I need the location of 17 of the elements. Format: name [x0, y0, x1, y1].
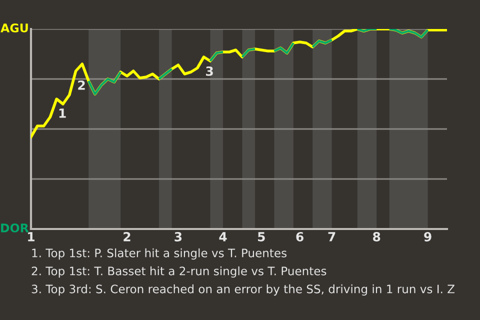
x-tick-label: 8 [373, 232, 380, 242]
x-tick-label: 3 [174, 232, 182, 242]
x-tick-label: 5 [258, 232, 265, 242]
x-tick-label: 4 [219, 232, 227, 242]
text: DOR [1, 223, 29, 232]
x-tick-label: 6 [296, 232, 304, 242]
text: 3. Top 3rd: S. Ceron reached on an error by the SS, driving in 1 run vs I. Z [32, 284, 454, 296]
annotation: 1 [59, 108, 66, 118]
annotation: 3 [206, 66, 213, 76]
text: 1. Top 1st: P. Slater hit a single vs T. Puentes [32, 248, 286, 260]
x-tick-label: 1 [28, 232, 34, 242]
x-tick-label: 2 [124, 232, 130, 242]
annotation: 2 [78, 80, 85, 90]
text: AGU [0, 23, 28, 32]
x-tick-label: 9 [424, 232, 432, 242]
text: 2. Top 1st: T. Basset hit a 2-run single vs T. Puentes [32, 266, 326, 278]
x-tick-label: 7 [328, 232, 336, 242]
